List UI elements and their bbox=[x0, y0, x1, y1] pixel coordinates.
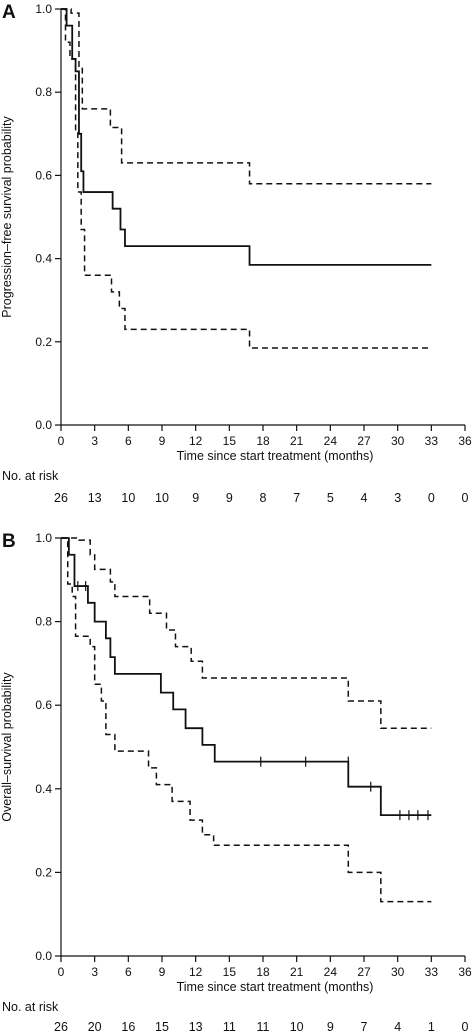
upper-ci-line bbox=[61, 8, 432, 185]
x-axis-title: Time since start treatment (months) bbox=[177, 449, 374, 463]
at-risk-count: 0 bbox=[428, 491, 435, 505]
x-tick-label: 3 bbox=[91, 434, 98, 448]
y-tick-label: 0.8 bbox=[35, 85, 52, 99]
x-tick-label: 9 bbox=[159, 434, 166, 448]
y-tick-label: 0.4 bbox=[35, 252, 52, 266]
panel-a-progression-free-survival: A0.00.20.40.60.81.00 3 6 9 12 15 18 21 24 27 30 33 3… bbox=[0, 2, 472, 505]
y-tick-label: 0.2 bbox=[35, 865, 52, 879]
at-risk-count: 4 bbox=[361, 491, 368, 505]
at-risk-count: 0 bbox=[462, 491, 469, 505]
at-risk-count: 26 bbox=[54, 491, 68, 505]
at-risk-count: 10 bbox=[155, 491, 169, 505]
survival-estimate-line bbox=[61, 537, 432, 817]
at-risk-count: 0 bbox=[462, 1020, 469, 1034]
at-risk-count: 13 bbox=[88, 491, 102, 505]
x-tick-label: 27 bbox=[357, 434, 371, 448]
at-risk-count: 8 bbox=[260, 491, 267, 505]
at-risk-count: 9 bbox=[226, 491, 233, 505]
x-tick-label: 18 bbox=[256, 965, 270, 979]
x-tick-label: 30 bbox=[391, 965, 405, 979]
at-risk-count: 5 bbox=[327, 491, 334, 505]
y-tick-label: 0.4 bbox=[35, 782, 52, 796]
y-tick-label: 0.6 bbox=[35, 698, 52, 712]
at-risk-count: 15 bbox=[155, 1020, 169, 1034]
y-tick-label: 0.0 bbox=[35, 949, 52, 963]
x-tick-label: 6 bbox=[125, 434, 132, 448]
at-risk-count: 10 bbox=[290, 1020, 304, 1034]
x-tick-label: 15 bbox=[223, 434, 237, 448]
at-risk-count: 3 bbox=[394, 491, 401, 505]
at-risk-count: 9 bbox=[327, 1020, 334, 1034]
y-axis-title: Overall–survival probability bbox=[0, 672, 14, 822]
at-risk-count: 13 bbox=[189, 1020, 203, 1034]
panel-letter: A bbox=[2, 2, 16, 23]
at-risk-count: 16 bbox=[121, 1020, 135, 1034]
x-tick-label: 33 bbox=[425, 434, 439, 448]
y-tick-label: 0.0 bbox=[35, 418, 52, 432]
x-tick-label: 21 bbox=[290, 965, 304, 979]
at-risk-count: 11 bbox=[223, 1020, 236, 1034]
x-tick-label: 0 bbox=[58, 434, 65, 448]
x-tick-label: 12 bbox=[189, 965, 203, 979]
at-risk-count: 26 bbox=[54, 1020, 68, 1034]
at-risk-count: 11 bbox=[257, 1020, 270, 1034]
x-tick-label: 36 bbox=[458, 434, 472, 448]
at-risk-count: 20 bbox=[88, 1020, 102, 1034]
x-tick-label: 30 bbox=[391, 434, 405, 448]
x-tick-label: 36 bbox=[458, 965, 472, 979]
x-axis-title: Time since start treatment (months) bbox=[177, 980, 374, 994]
x-tick-label: 12 bbox=[189, 434, 203, 448]
at-risk-count: 9 bbox=[192, 491, 199, 505]
x-tick-label: 15 bbox=[223, 965, 237, 979]
lower-ci-line bbox=[61, 537, 432, 903]
at-risk-count: 1 bbox=[428, 1020, 435, 1034]
at-risk-count: 10 bbox=[121, 491, 135, 505]
y-tick-label: 1.0 bbox=[35, 2, 52, 16]
at-risk-count: 4 bbox=[394, 1020, 401, 1034]
survival-estimate-line bbox=[61, 8, 432, 266]
x-tick-label: 0 bbox=[58, 965, 65, 979]
at-risk-count: 7 bbox=[293, 491, 300, 505]
y-tick-label: 0.8 bbox=[35, 615, 52, 629]
x-tick-label: 3 bbox=[91, 965, 98, 979]
x-tick-label: 21 bbox=[290, 434, 304, 448]
panel-b-overall-survival: B0.00.20.40.60.81.00 3 6 9 12 15 18 21 24 27 30 33 3… bbox=[0, 531, 472, 1034]
y-tick-label: 1.0 bbox=[35, 531, 52, 545]
x-tick-label: 9 bbox=[159, 965, 166, 979]
x-tick-label: 27 bbox=[357, 965, 371, 979]
upper-ci-line bbox=[61, 537, 432, 729]
at-risk-label: No. at risk bbox=[2, 1000, 59, 1014]
x-tick-label: 24 bbox=[324, 965, 338, 979]
panel-letter: B bbox=[2, 531, 16, 552]
x-tick-label: 18 bbox=[256, 434, 270, 448]
x-tick-label: 6 bbox=[125, 965, 132, 979]
at-risk-label: No. at risk bbox=[2, 469, 59, 483]
y-axis-title: Progression–free survival probability bbox=[0, 116, 14, 318]
y-tick-label: 0.6 bbox=[35, 168, 52, 182]
lower-ci-line bbox=[61, 8, 432, 349]
y-tick-label: 0.2 bbox=[35, 335, 52, 349]
at-risk-count: 7 bbox=[361, 1020, 368, 1034]
x-tick-label: 24 bbox=[324, 434, 338, 448]
x-tick-label: 33 bbox=[425, 965, 439, 979]
